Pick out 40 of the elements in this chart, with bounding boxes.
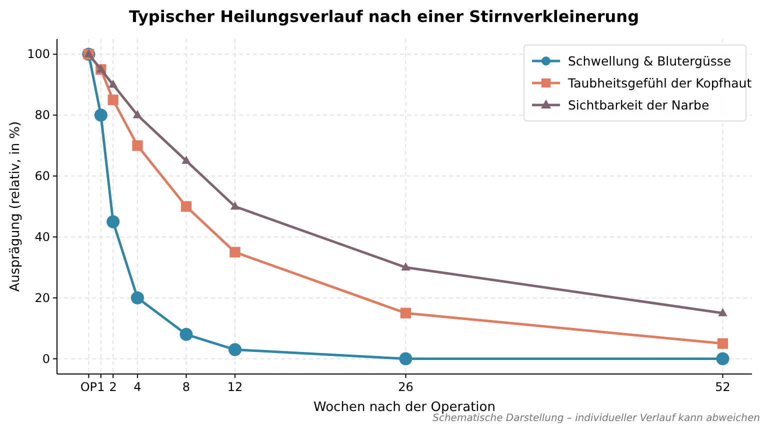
point [230,246,240,258]
point [399,352,412,366]
legend-label: Taubheitsgefühl der Kopfhaut [567,76,752,90]
x-tick-label: 4 [134,380,142,394]
point [182,156,191,164]
y-axis-title: Ausprägung (relativ, in %) [8,121,23,292]
legend-label: Sichtbarkeit der Narbe [568,98,710,112]
point [400,308,412,318]
chart-title: Typischer Heilungsverlauf nach einer Stirnverkleinerung [128,7,640,26]
point [130,291,144,304]
x-tick-label: 1 [97,380,105,394]
point [108,94,118,106]
point [132,110,142,118]
point [718,308,728,316]
x-tick-label: 26 [398,380,414,394]
y-tick-label: 0 [42,352,50,366]
x-tick-label: 2 [109,380,117,394]
text: Schematische Darstellung – individueller Verlauf kann abweichen [432,413,760,424]
y-tick-label: 40 [34,230,50,244]
x-tick-label: 12 [227,380,243,394]
x-axis-title: Wochen nach der Operation [314,400,496,415]
y-tick-label: 20 [34,290,50,305]
point [94,108,108,122]
point [180,201,192,212]
y-tick-label: 80 [34,108,50,122]
point [108,80,118,88]
x-tick-label: 52 [715,380,730,394]
point [401,262,410,271]
y-tick-label: 100 [27,47,50,62]
point [230,201,240,210]
point [716,352,730,366]
point [132,140,143,151]
point [228,343,242,356]
point [717,338,728,349]
legend-label: Schwellung & Blutergüsse [568,54,732,68]
x-tick-label: 8 [182,380,190,394]
point [106,215,120,228]
point [180,328,193,341]
y-tick-label: 60 [34,169,50,184]
x-tick-label: OP [80,380,98,394]
